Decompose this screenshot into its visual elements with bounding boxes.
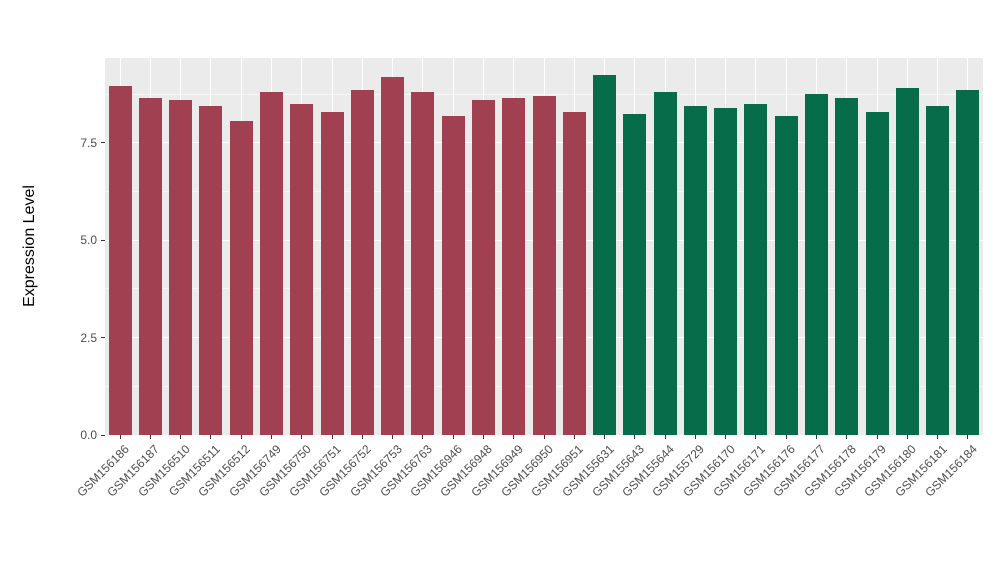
- x-tick-mark: [119, 435, 121, 439]
- x-tick-mark: [634, 435, 636, 439]
- x-tick-mark: [815, 435, 817, 439]
- bar-GSM156749: [260, 92, 284, 435]
- bar-GSM156512: [229, 121, 253, 435]
- y-tick-label: 7.5: [80, 135, 97, 150]
- y-tick-label: 2.5: [80, 330, 97, 345]
- y-tick-mark: [101, 434, 105, 436]
- bar-GSM156949: [502, 98, 526, 435]
- y-tick-mark: [101, 142, 105, 144]
- bar-GSM156171: [744, 103, 768, 435]
- x-tick-mark: [180, 435, 182, 439]
- y-tick-mark: [101, 337, 105, 339]
- bar-GSM156187: [138, 98, 162, 435]
- x-tick-mark: [482, 435, 484, 439]
- x-tick-mark: [725, 435, 727, 439]
- bar-GSM156511: [199, 105, 223, 435]
- x-tick-mark: [392, 435, 394, 439]
- bar-GSM156946: [441, 115, 465, 435]
- bar-GSM156179: [865, 111, 889, 435]
- y-tick-label: 5.0: [80, 233, 97, 248]
- bar-GSM156170: [714, 107, 738, 435]
- y-axis-title: Expression Level: [21, 185, 38, 307]
- x-tick-mark: [906, 435, 908, 439]
- x-tick-mark: [664, 435, 666, 439]
- bar-GSM156181: [926, 105, 950, 435]
- x-tick-mark: [755, 435, 757, 439]
- x-tick-mark: [513, 435, 515, 439]
- x-tick-mark: [785, 435, 787, 439]
- y-tick-label: 0.0: [80, 428, 97, 442]
- x-tick-mark: [573, 435, 575, 439]
- bar-GSM156753: [381, 76, 405, 435]
- bar-GSM155643: [623, 113, 647, 435]
- x-tick-mark: [846, 435, 848, 439]
- y-tick-mark: [101, 239, 105, 241]
- x-tick-mark: [604, 435, 606, 439]
- x-tick-mark: [301, 435, 303, 439]
- bar-GSM155729: [683, 105, 707, 435]
- x-tick-mark: [452, 435, 454, 439]
- x-tick-mark: [876, 435, 878, 439]
- bar-GSM156177: [804, 94, 828, 435]
- x-tick-mark: [543, 435, 545, 439]
- x-tick-mark: [331, 435, 333, 439]
- bar-GSM156176: [774, 115, 798, 435]
- bar-GSM156950: [532, 96, 556, 435]
- bar-GSM156951: [562, 111, 586, 435]
- bar-GSM156510: [169, 100, 193, 435]
- bar-GSM156751: [320, 111, 344, 435]
- bar-GSM156750: [290, 103, 314, 435]
- bar-GSM155644: [653, 92, 677, 435]
- x-tick-mark: [967, 435, 969, 439]
- bar-GSM156763: [411, 92, 435, 435]
- x-tick-mark: [422, 435, 424, 439]
- x-tick-mark: [361, 435, 363, 439]
- bar-GSM156180: [895, 88, 919, 435]
- x-tick-mark: [240, 435, 242, 439]
- x-tick-mark: [694, 435, 696, 439]
- x-tick-mark: [937, 435, 939, 439]
- plot-panel: [105, 58, 983, 436]
- x-tick-mark: [149, 435, 151, 439]
- bar-GSM156178: [835, 98, 859, 435]
- bar-GSM156184: [956, 90, 980, 435]
- bar-GSM156186: [108, 86, 132, 435]
- bar-GSM156752: [350, 90, 374, 435]
- bar-GSM156948: [471, 100, 495, 435]
- bar-GSM155631: [593, 74, 617, 435]
- x-tick-mark: [210, 435, 212, 439]
- x-tick-mark: [271, 435, 273, 439]
